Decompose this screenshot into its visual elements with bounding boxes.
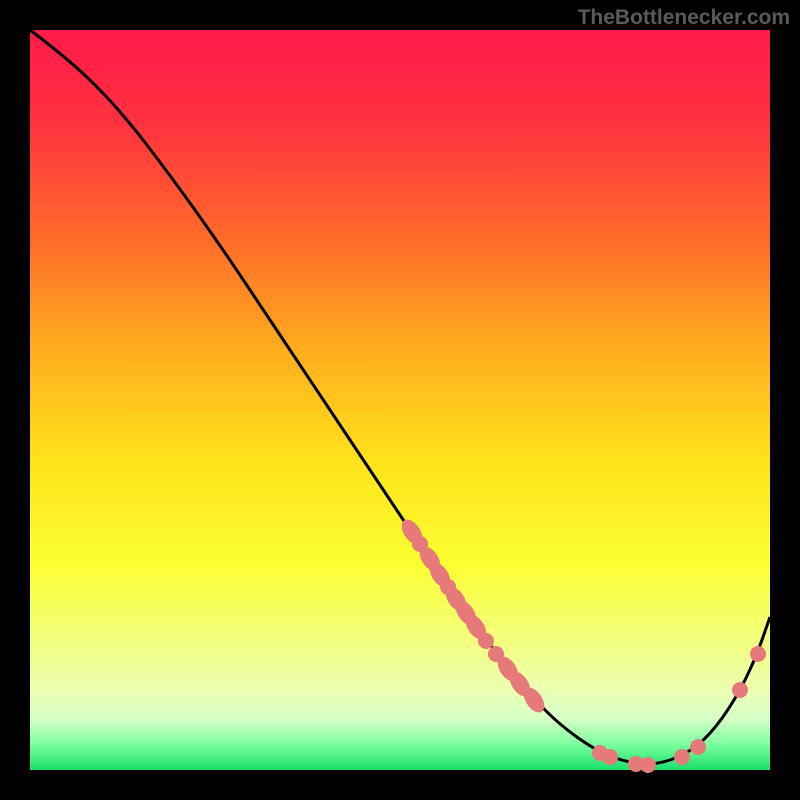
- data-marker: [750, 646, 766, 662]
- plot-background: [30, 30, 770, 770]
- chart-svg: [0, 0, 800, 800]
- data-marker: [732, 682, 748, 698]
- watermark-text: TheBottlenecker.com: [578, 6, 790, 30]
- data-marker: [640, 757, 656, 773]
- data-marker: [674, 749, 690, 765]
- data-marker: [602, 749, 618, 765]
- data-marker: [690, 739, 706, 755]
- chart-container: TheBottlenecker.com: [0, 0, 800, 800]
- data-marker: [478, 633, 494, 649]
